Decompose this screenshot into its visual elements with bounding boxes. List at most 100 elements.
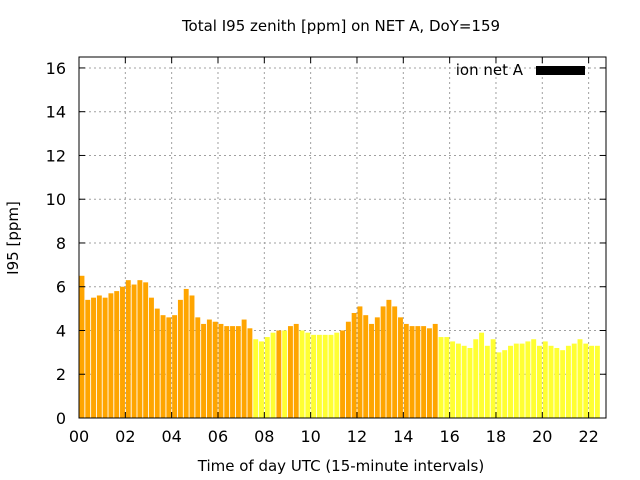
bar	[560, 350, 566, 418]
x-tick-label: 20	[532, 427, 552, 446]
bar	[282, 330, 288, 418]
bar	[131, 284, 137, 418]
bar	[154, 308, 160, 418]
bar	[166, 317, 172, 418]
bar	[125, 280, 131, 418]
grid-lines	[79, 57, 606, 418]
y-tick-label: 14	[46, 103, 66, 122]
bar	[247, 328, 253, 418]
y-tick-label: 4	[56, 321, 66, 340]
x-tick-label: 12	[347, 427, 367, 446]
bar	[96, 295, 102, 418]
bar	[479, 332, 485, 418]
bar	[421, 326, 427, 418]
bar	[195, 317, 201, 418]
bar	[531, 339, 537, 418]
bar	[224, 326, 230, 418]
x-tick-label: 00	[69, 427, 89, 446]
x-tick-label: 08	[254, 427, 274, 446]
bar	[380, 306, 386, 418]
bar	[120, 286, 125, 418]
axes	[78, 56, 607, 419]
bar	[444, 337, 450, 418]
y-tick-label: 6	[56, 278, 66, 297]
bar	[398, 317, 403, 418]
bar	[374, 317, 380, 418]
bar	[328, 334, 334, 418]
bar	[392, 306, 398, 418]
x-tick-label: 04	[161, 427, 181, 446]
bars	[79, 275, 600, 418]
x-tick-label: 18	[486, 427, 506, 446]
x-tick-label: 14	[393, 427, 413, 446]
y-tick-label: 0	[56, 409, 66, 428]
y-tick-label: 8	[56, 234, 66, 253]
bar	[450, 341, 456, 418]
bar	[496, 352, 502, 418]
bar	[311, 334, 317, 418]
bar	[363, 315, 369, 418]
bar	[270, 332, 276, 418]
bar	[473, 339, 479, 418]
bar	[316, 334, 322, 418]
bar	[201, 323, 207, 418]
bar	[537, 345, 542, 418]
bar	[299, 330, 305, 418]
bar	[108, 293, 114, 418]
bar	[455, 343, 461, 418]
bar	[513, 343, 519, 418]
bar	[589, 345, 595, 418]
y-tick-label: 12	[46, 146, 66, 165]
bar	[357, 306, 363, 418]
bar	[438, 337, 444, 418]
bar	[525, 341, 531, 418]
bar	[467, 347, 473, 418]
bar	[548, 345, 554, 418]
bar	[334, 332, 340, 418]
bar	[235, 326, 241, 418]
bar	[102, 297, 108, 418]
x-tick-label: 10	[300, 427, 320, 446]
bar	[542, 341, 548, 418]
bar	[508, 345, 513, 418]
chart-title: Total I95 zenith [ppm] on NET A, DoY=159	[181, 17, 500, 35]
bar	[276, 330, 282, 418]
x-tick-label: 22	[578, 427, 598, 446]
bar	[345, 321, 351, 418]
bar	[403, 323, 409, 418]
bar	[571, 343, 577, 418]
bar	[490, 339, 496, 418]
bar	[594, 345, 600, 418]
legend-swatch	[536, 66, 585, 75]
x-tick-label: 06	[208, 427, 228, 446]
bar	[189, 295, 195, 418]
bar	[293, 323, 299, 418]
bar	[322, 334, 328, 418]
bar	[305, 332, 311, 418]
bar	[369, 323, 374, 418]
y-tick-label: 2	[56, 365, 66, 384]
bar	[160, 315, 166, 418]
bar	[218, 323, 224, 418]
legend-label: ion net A	[456, 61, 524, 79]
bar	[287, 326, 293, 418]
x-axis-title: Time of day UTC (15-minute intervals)	[197, 457, 484, 475]
bar	[259, 341, 264, 418]
bar	[172, 315, 178, 418]
bar	[386, 299, 392, 418]
bar	[340, 330, 346, 418]
x-tick-label: 16	[439, 427, 459, 446]
bar	[565, 345, 571, 418]
bar	[415, 326, 421, 418]
x-tick-label: 02	[115, 427, 135, 446]
bar	[577, 339, 583, 418]
bar	[206, 319, 212, 418]
plot-frame	[78, 56, 607, 419]
bar	[432, 323, 438, 418]
bar	[461, 345, 467, 418]
bar	[264, 337, 270, 418]
bar	[177, 299, 183, 418]
bar	[79, 275, 85, 418]
